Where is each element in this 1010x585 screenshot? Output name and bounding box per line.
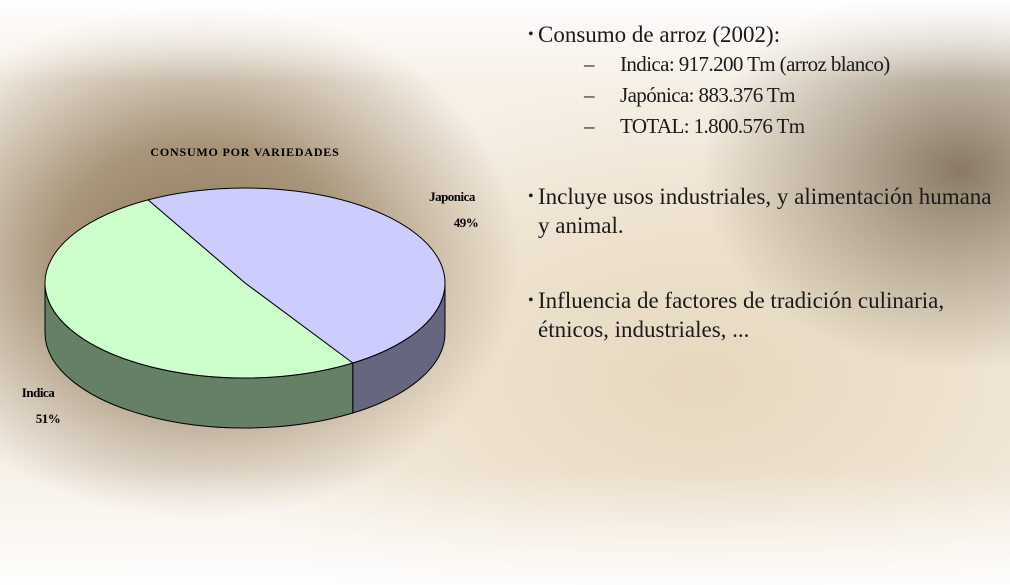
pie-chart: CONSUMO POR VARIEDADES Japonica 49% Indica… bbox=[22, 145, 479, 429]
pie-slice bbox=[44, 199, 354, 379]
chart-title: CONSUMO POR VARIEDADES bbox=[150, 145, 339, 159]
slice-label: Indica bbox=[22, 385, 55, 400]
bullet: Incluye usos industriales, y alimentació… bbox=[528, 182, 1008, 240]
sub-bullet: TOTAL: 1.800.576 Tm bbox=[528, 111, 1008, 142]
bullet: Influencia de factores de tradición culi… bbox=[528, 286, 1008, 344]
sub-bullet: Indica: 917.200 Tm (arroz blanco) bbox=[528, 49, 1008, 80]
bullet: Consumo de arroz (2002): bbox=[528, 20, 1008, 49]
sub-bullet: Japónica: 883.376 Tm bbox=[528, 80, 1008, 111]
slice-label: Japonica bbox=[429, 189, 476, 204]
pie-slice bbox=[146, 187, 446, 364]
slice-value-label: 51% bbox=[36, 411, 61, 426]
slice-value-label: 49% bbox=[454, 215, 479, 230]
bullet-list: Consumo de arroz (2002):Indica: 917.200 … bbox=[528, 20, 1008, 390]
